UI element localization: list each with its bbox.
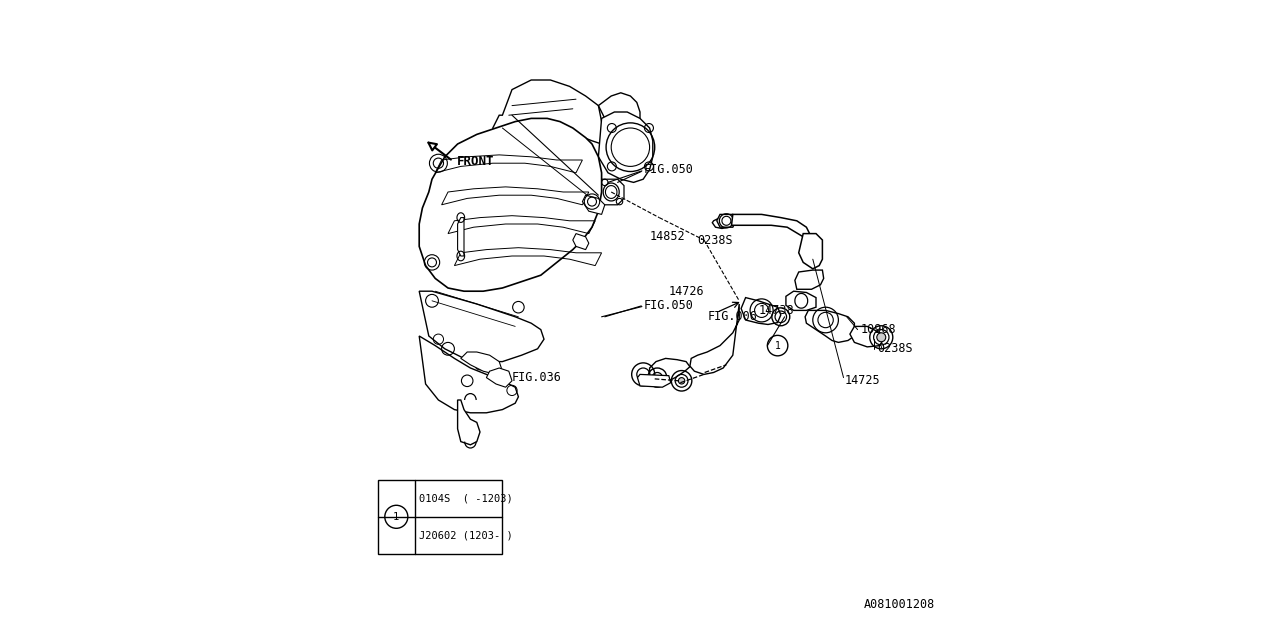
Polygon shape: [786, 291, 817, 310]
Polygon shape: [486, 368, 512, 387]
Polygon shape: [795, 270, 824, 289]
Polygon shape: [732, 214, 813, 246]
Text: 14725: 14725: [845, 374, 881, 387]
Polygon shape: [717, 214, 736, 227]
Text: 1: 1: [393, 512, 399, 522]
Text: FIG.050: FIG.050: [644, 163, 692, 176]
Polygon shape: [458, 218, 465, 256]
Polygon shape: [799, 234, 823, 269]
Polygon shape: [595, 179, 625, 205]
Polygon shape: [582, 195, 604, 214]
Text: 0238S: 0238S: [877, 342, 913, 355]
Polygon shape: [461, 352, 502, 374]
Text: 14738: 14738: [759, 304, 794, 317]
Polygon shape: [420, 291, 544, 362]
Polygon shape: [420, 118, 602, 291]
Polygon shape: [650, 358, 690, 384]
Text: 14852: 14852: [650, 230, 685, 243]
Circle shape: [678, 378, 685, 384]
Text: FIG.050: FIG.050: [644, 299, 692, 312]
Text: FIG.006: FIG.006: [708, 310, 756, 323]
Polygon shape: [741, 298, 781, 324]
Circle shape: [877, 333, 886, 342]
Polygon shape: [458, 400, 480, 445]
Polygon shape: [712, 218, 730, 228]
Polygon shape: [420, 336, 518, 413]
Polygon shape: [573, 234, 589, 250]
Polygon shape: [805, 310, 855, 342]
Polygon shape: [637, 374, 671, 387]
Text: FIG.036: FIG.036: [512, 371, 562, 384]
Polygon shape: [599, 112, 653, 182]
Polygon shape: [690, 304, 740, 374]
Text: 10968: 10968: [860, 323, 896, 336]
Bar: [378, 480, 503, 554]
Text: A081001208: A081001208: [864, 598, 934, 611]
Text: J20602 (1203- ): J20602 (1203- ): [419, 530, 512, 540]
Text: 14726: 14726: [668, 285, 704, 298]
Text: FRONT: FRONT: [457, 155, 494, 168]
Text: 0238S: 0238S: [698, 234, 733, 246]
Text: 1: 1: [774, 340, 781, 351]
Polygon shape: [850, 326, 883, 347]
Text: 0104S  ( -1203): 0104S ( -1203): [419, 493, 512, 504]
